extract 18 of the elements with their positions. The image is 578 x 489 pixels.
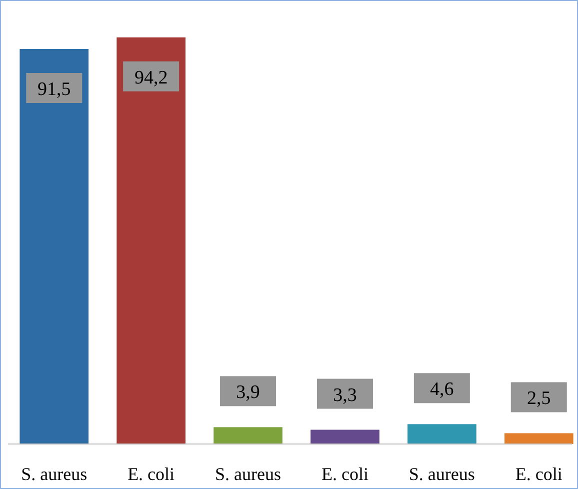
x-tick-label: E. coli: [128, 464, 175, 484]
bar: [214, 427, 282, 444]
bar: [20, 49, 89, 444]
data-label: 2,5: [527, 388, 551, 410]
bar: [504, 433, 574, 444]
bar: [408, 424, 476, 444]
bar: [116, 37, 186, 444]
x-tick-label: S. aureus: [408, 464, 475, 484]
x-tick-label: S. aureus: [215, 464, 282, 484]
data-label: 3,3: [333, 384, 357, 406]
data-label: 4,6: [430, 379, 454, 400]
x-tick-label: E. coli: [321, 464, 368, 484]
bar: [310, 430, 380, 444]
x-tick-label: S. aureus: [21, 464, 88, 484]
data-label: 3,9: [236, 382, 260, 404]
x-tick-label: E. coli: [515, 464, 562, 484]
data-label: 94,2: [134, 67, 168, 88]
data-label: 91,5: [37, 79, 71, 100]
